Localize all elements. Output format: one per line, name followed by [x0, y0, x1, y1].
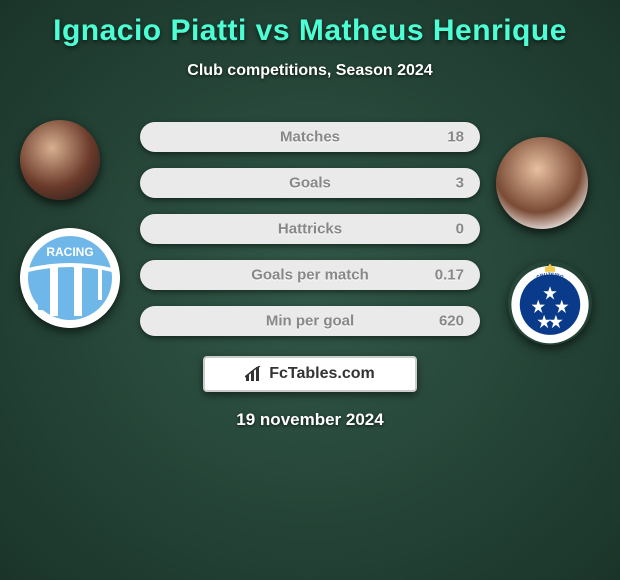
- stat-value: 3: [456, 175, 464, 192]
- page-title: Ignacio Piatti vs Matheus Henrique: [0, 0, 620, 48]
- stat-label: Min per goal: [266, 313, 354, 330]
- player-right-avatar: [496, 137, 588, 229]
- stat-value: 0: [456, 221, 464, 238]
- player-left-avatar: [20, 120, 100, 200]
- stat-label: Goals per match: [251, 267, 369, 284]
- date-caption: 19 november 2024: [236, 410, 383, 430]
- stat-row-goals-per-match: Goals per match 0.17: [140, 260, 480, 290]
- stat-label: Matches: [280, 129, 340, 146]
- bar-chart-icon: [245, 366, 265, 382]
- stat-row-matches: Matches 18: [140, 122, 480, 152]
- stat-row-min-per-goal: Min per goal 620: [140, 306, 480, 336]
- club-right-crest-icon: CRUZEIRO: [508, 261, 592, 345]
- page-subtitle: Club competitions, Season 2024: [0, 62, 620, 80]
- stat-value: 18: [447, 129, 464, 146]
- svg-text:RACING: RACING: [46, 245, 93, 259]
- stat-value: 620: [439, 313, 464, 330]
- stats-list: Matches 18 Goals 3 Hattricks 0 Goals per…: [140, 122, 480, 352]
- stat-row-goals: Goals 3: [140, 168, 480, 198]
- brand-text: FcTables.com: [269, 365, 375, 383]
- stat-row-hattricks: Hattricks 0: [140, 214, 480, 244]
- club-left-crest-icon: RACING: [20, 228, 120, 328]
- comparison-card: Ignacio Piatti vs Matheus Henrique Club …: [0, 0, 620, 580]
- stat-label: Goals: [289, 175, 331, 192]
- brand-badge: FcTables.com: [203, 356, 417, 392]
- stat-value: 0.17: [435, 267, 464, 284]
- stat-label: Hattricks: [278, 221, 342, 238]
